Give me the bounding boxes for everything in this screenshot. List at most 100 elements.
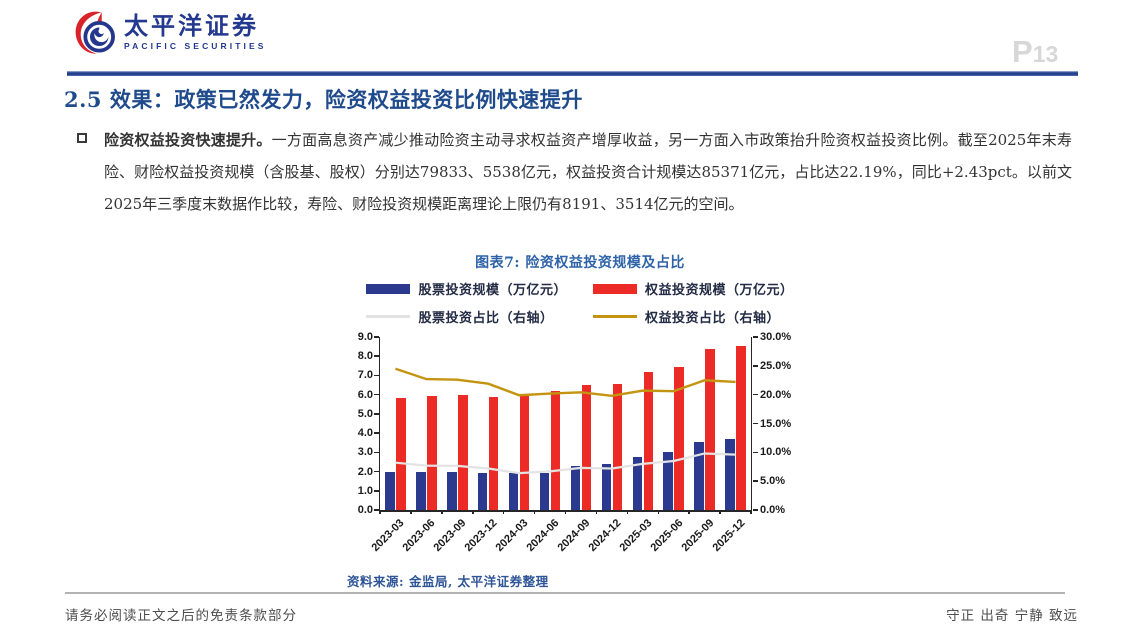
x-axis-tick <box>379 510 381 514</box>
paragraph-text: 险资权益投资快速提升。一方面高息资产减少推动险资主动寻求权益资产增厚收益，另一方… <box>104 124 1072 220</box>
bar-stock <box>694 441 704 510</box>
x-axis-tick <box>595 510 598 514</box>
paragraph-lead: 险资权益投资快速提升。 <box>104 131 272 149</box>
brand-name-cn: 太平洋证券 <box>124 13 259 41</box>
square-bullet-icon <box>77 133 87 143</box>
paragraph-body: 一方面高息资产减少推动险资主动寻求权益资产增厚收益，另一方面入市政策抬升险资权益… <box>104 131 1072 213</box>
legend-swatch-bar <box>366 283 411 294</box>
right-axis-label: 10.0% <box>760 446 792 459</box>
left-axis-tick <box>373 490 379 492</box>
x-axis-tick <box>472 510 474 514</box>
left-axis-label: 8.0 <box>357 350 373 363</box>
line-series-1 <box>395 367 736 398</box>
left-axis-tick <box>373 336 379 338</box>
bar-stock <box>416 471 426 510</box>
bar-stock <box>385 472 395 510</box>
bar-stock <box>601 464 612 510</box>
bar-stock <box>725 438 735 510</box>
legend-label: 权益投资占比（右轴） <box>645 311 781 326</box>
left-axis-label: 9.0 <box>357 331 373 343</box>
left-axis-label: 4.0 <box>357 427 373 440</box>
brand-logo: 太平洋证券 PACIFIC SECURITIES <box>74 9 267 57</box>
footer-divider <box>65 592 1065 594</box>
bar-stock <box>477 472 488 510</box>
bar-equity <box>396 397 406 510</box>
legend-item: 权益投资占比（右轴） <box>593 307 794 326</box>
left-axis-tick <box>373 393 379 396</box>
right-axis-label: 15.0% <box>760 417 792 430</box>
right-axis-tick <box>752 365 758 367</box>
bar-stock <box>447 471 457 510</box>
bar-equity <box>519 395 530 510</box>
right-axis-tick <box>752 451 758 454</box>
right-axis-tick <box>752 480 758 482</box>
chart-title: 图表7: 险资权益投资规模及占比 <box>475 255 685 271</box>
left-axis-tick <box>373 374 379 377</box>
bar-equity <box>612 383 623 510</box>
bar-equity <box>488 396 499 510</box>
left-axis-tick <box>373 432 379 434</box>
bar-stock <box>570 465 581 510</box>
chart-source: 资料来源: 金监局, 太平洋证券整理 <box>347 574 549 589</box>
figure-block: 图表7: 险资权益投资规模及占比 股票投资规模（万亿元） 权益投资规模（万亿元）股… <box>330 252 830 597</box>
x-axis-tick <box>750 510 752 514</box>
legend-label: 股票投资规模（万亿元） <box>418 283 567 298</box>
bar-equity <box>550 391 561 510</box>
right-axis-label: 0.0% <box>760 504 786 516</box>
right-axis-tick <box>752 393 758 396</box>
x-axis-tick <box>657 510 659 514</box>
page-number: P13 <box>1012 34 1058 70</box>
legend-swatch-line <box>366 315 411 318</box>
left-axis-label: 5.0 <box>357 407 373 420</box>
left-axis-label: 7.0 <box>357 369 373 382</box>
footer-motto: 守正 出奇 宁静 致远 <box>946 608 1078 624</box>
x-axis-tick <box>441 510 443 514</box>
left-axis-label: 0.0 <box>357 504 373 516</box>
left-axis-tick <box>373 509 379 511</box>
body-paragraph: 险资权益投资快速提升。一方面高息资产减少推动险资主动寻求权益资产增厚收益，另一方… <box>77 124 1072 220</box>
legend-item: 权益投资规模（万亿元） <box>593 279 794 298</box>
left-axis-tick <box>373 355 379 357</box>
bar-stock <box>632 456 643 510</box>
bar-equity <box>705 348 715 510</box>
x-axis-tick <box>564 510 567 514</box>
left-axis-tick <box>373 470 379 473</box>
section-title: 2.5 效果：政策已然发力，险资权益投资比例快速提升 <box>64 87 583 112</box>
right-axis-tick <box>752 336 758 338</box>
bar-stock <box>539 472 550 510</box>
right-axis-tick <box>752 422 758 425</box>
footer-disclaimer: 请务必阅读正文之后的免责条款部分 <box>65 608 297 624</box>
pacific-securities-logo-icon <box>75 11 115 54</box>
bar-equity <box>458 394 468 510</box>
left-axis-label: 2.0 <box>357 465 373 478</box>
brand-name-en: PACIFIC SECURITIES <box>124 41 267 52</box>
legend-item: 股票投资规模（万亿元） <box>366 279 567 298</box>
bar-stock <box>663 451 673 510</box>
x-axis-tick <box>533 510 536 514</box>
x-axis-tick <box>719 510 721 514</box>
right-axis-tick <box>752 509 758 511</box>
bar-stock <box>508 473 519 510</box>
x-axis-tick <box>502 510 505 514</box>
x-axis-tick <box>688 510 690 514</box>
chart-legend: 股票投资规模（万亿元） 权益投资规模（万亿元） 股票投资占比（右轴） 权益投资占比（右… <box>330 279 830 326</box>
bar-equity <box>581 385 592 510</box>
right-axis-label: 25.0% <box>760 359 792 372</box>
left-axis-label: 3.0 <box>357 446 373 459</box>
legend-swatch-line <box>593 315 637 318</box>
legend-label: 股票投资占比（右轴） <box>418 311 554 326</box>
legend-label: 权益投资规模（万亿元） <box>645 283 794 298</box>
right-axis-label: 5.0% <box>760 475 786 488</box>
legend-item: 股票投资占比（右轴） <box>366 307 567 326</box>
bar-equity <box>674 366 684 510</box>
left-axis-label: 6.0 <box>357 388 373 401</box>
page-number-value: 13 <box>1032 41 1059 67</box>
left-axis-tick <box>373 451 379 454</box>
left-axis-label: 1.0 <box>357 484 373 497</box>
bar-equity <box>736 345 746 510</box>
bar-equity <box>643 372 654 510</box>
legend-swatch-bar <box>593 283 637 294</box>
x-axis-tick <box>626 510 629 514</box>
left-axis-tick <box>373 413 379 415</box>
